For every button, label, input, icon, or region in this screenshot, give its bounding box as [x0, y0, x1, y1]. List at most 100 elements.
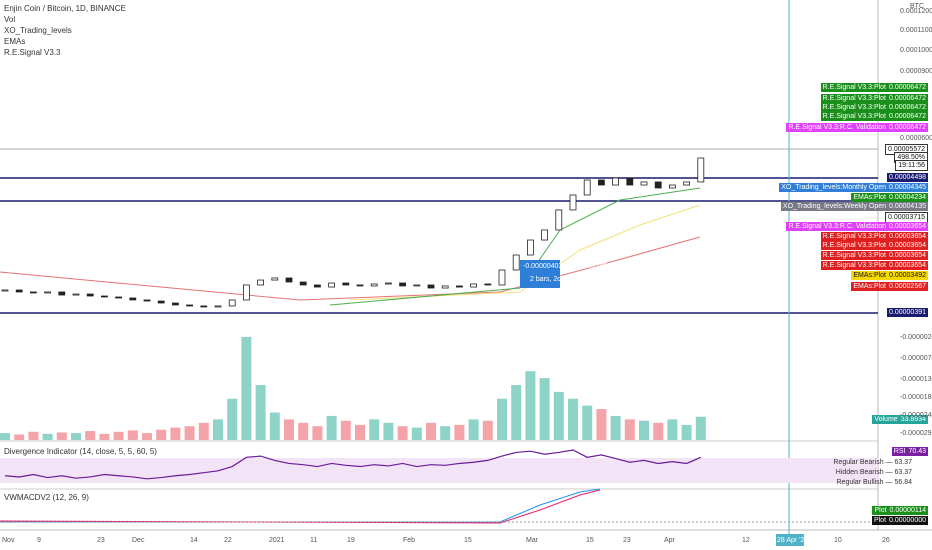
ema-line [349, 204, 701, 301]
tag-name: RSI [893, 448, 906, 455]
volume-bar [340, 420, 351, 440]
price-tag: 19:11:56 [895, 160, 928, 171]
volume-bar [610, 415, 621, 440]
volume-bar [56, 432, 67, 440]
volume-bar [269, 412, 280, 440]
candle [157, 300, 165, 304]
tag-name: R.E.Signal V3.3:Plot [822, 95, 887, 102]
candle [328, 282, 336, 288]
rsi-note: Hidden Bearish — 63.37 [835, 469, 912, 476]
volume-bar [596, 409, 607, 440]
candle [669, 184, 676, 189]
tag-name: XO_Trading_levels:Weekly Open [782, 203, 887, 210]
indicator: R.E.Signal V3.3 [4, 48, 61, 57]
tag-value: 33.8934 [900, 416, 926, 423]
volume-bar [454, 424, 465, 440]
rsi-note: Regular Bearish — 63.37 [833, 459, 912, 466]
tag-name: R.E.Signal V3.3:Plot [822, 252, 887, 259]
currency: BTC [910, 3, 924, 10]
volume-bar [42, 433, 53, 440]
volume-bar [298, 422, 309, 440]
volume-bar [553, 391, 564, 440]
volume-bar [142, 433, 152, 440]
price-tag: EMAs:Plot 0.00002567 [851, 282, 928, 291]
volume-bar [355, 424, 365, 440]
candle [129, 297, 137, 301]
candle [697, 157, 705, 183]
candle [654, 181, 662, 189]
candle [242, 284, 250, 301]
tag-value: 0.00006472 [889, 84, 926, 91]
candle [470, 283, 478, 288]
indicator: Vol [4, 15, 16, 24]
volume-bar [241, 336, 252, 440]
price-tag: Volume 33.8934 [872, 415, 928, 424]
volume-bar [156, 429, 167, 440]
candle [228, 299, 236, 307]
rsi-line [4, 449, 702, 480]
price-tag: Plot 0.00000114 [872, 506, 928, 515]
time-label: Apr [664, 537, 675, 544]
price-tag: RSI 70.43 [891, 447, 928, 456]
candle [370, 283, 378, 287]
volume-bar [127, 430, 138, 440]
tag-name: R.E.Signal V3.3:Plot [822, 84, 887, 91]
time-label: Mar [526, 537, 539, 544]
tag-value: 0.00003654 [889, 252, 926, 259]
tag-value: 0.00002567 [889, 283, 926, 290]
tag-value: 0.00006472 [889, 124, 926, 131]
time-label: 23 [623, 537, 631, 544]
volume-bar [113, 431, 124, 440]
time-label: 11 [310, 537, 318, 544]
axis-label: -0.00001800 [900, 394, 932, 401]
candle [427, 284, 435, 289]
volume-bar [14, 434, 25, 440]
candle [143, 299, 151, 302]
candle [527, 239, 534, 256]
candle [569, 194, 577, 211]
candle [44, 291, 51, 294]
measure-text: -0.00000403 (-17.38%) -403 [523, 263, 611, 270]
measure-box [520, 260, 560, 288]
volume-bar [695, 416, 706, 440]
price-tag: 0.00004498 [887, 173, 928, 182]
time-label: 15 [586, 537, 594, 544]
tag-value: 0.00003654 [889, 233, 926, 240]
volume-bar [411, 427, 422, 440]
volume-bar [482, 420, 493, 440]
candle [555, 209, 563, 231]
price-tag: 0.00000391 [887, 308, 928, 317]
candle [299, 281, 307, 286]
volume-bar [525, 371, 536, 440]
candle [413, 284, 421, 287]
tag-name: Plot [873, 517, 887, 524]
candle [683, 181, 690, 186]
volume-bar [667, 419, 678, 440]
tag-value: 0.00004498 [889, 174, 926, 181]
tag-name: R.E.Signal V3.3:Plot [822, 104, 887, 111]
candle [101, 295, 108, 298]
time-label: 19 [347, 537, 355, 544]
time-label: 9 [37, 537, 41, 544]
price-tag: R.E.Signal V3.3:Plot 0.00003654 [820, 241, 928, 250]
time-label: 22 [224, 537, 232, 544]
candle [626, 177, 634, 186]
candle [15, 289, 23, 293]
price-tag: R.E.Signal V3.3:R.C. Validation 0.0000365… [786, 222, 928, 231]
price-tag: R.E.Signal V3.3:Plot 0.00006472 [820, 83, 928, 92]
tag-value: 498.50% [897, 154, 925, 161]
price-tag: R.E.Signal V3.3:Plot 0.00003654 [820, 251, 928, 260]
candle [356, 284, 364, 287]
candle [171, 302, 179, 306]
tag-value: 70.43 [908, 448, 926, 455]
volume-bar [582, 405, 593, 440]
indicator: XO_Trading_levels [4, 26, 72, 35]
volume-bar [426, 422, 436, 440]
candle [441, 285, 449, 289]
axis-label: -0.00001300 [900, 376, 932, 383]
candle [285, 277, 293, 283]
volume-bar [284, 419, 294, 440]
cursor-label [776, 534, 804, 546]
price-tag: R.E.Signal V3.3:Plot 0.00006472 [820, 112, 928, 121]
